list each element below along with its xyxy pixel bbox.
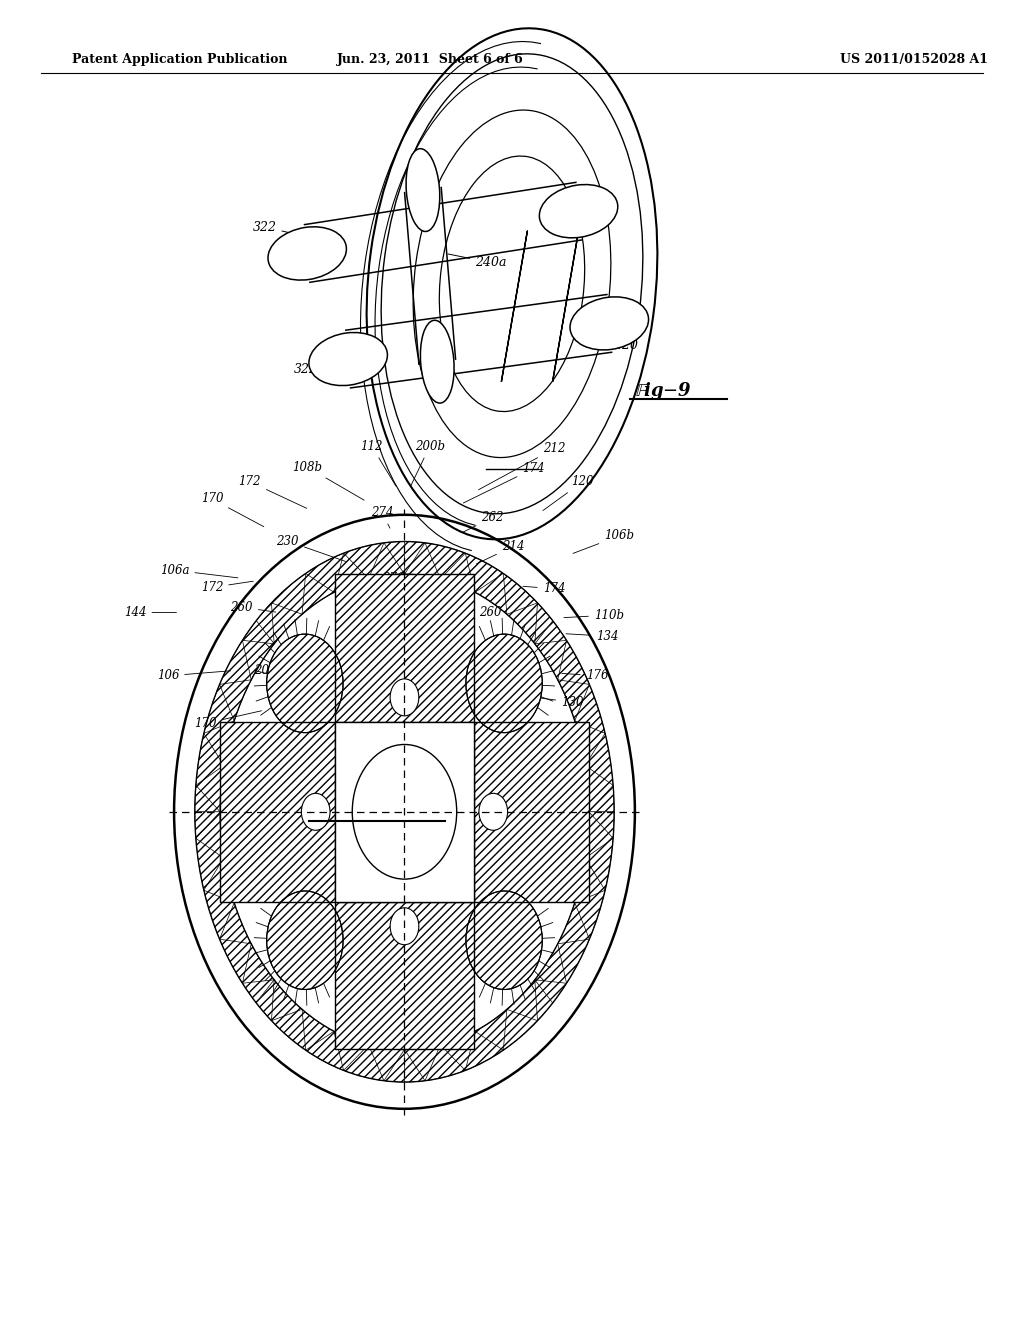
- Circle shape: [479, 793, 508, 830]
- Text: Jun. 23, 2011  Sheet 6 of 6: Jun. 23, 2011 Sheet 6 of 6: [337, 53, 523, 66]
- Text: 322: 322: [253, 220, 319, 240]
- Circle shape: [466, 634, 543, 733]
- Ellipse shape: [407, 149, 439, 231]
- Text: 172: 172: [201, 581, 253, 594]
- Text: 262: 262: [463, 511, 504, 532]
- Circle shape: [466, 891, 543, 990]
- Text: 136: 136: [285, 788, 347, 801]
- Text: 146: 146: [392, 784, 415, 801]
- Text: $\mathbb{F}$ig$-$9: $\mathbb{F}$ig$-$9: [635, 380, 692, 401]
- Bar: [335, 722, 474, 902]
- Polygon shape: [535, 620, 614, 812]
- Text: 110b: 110b: [564, 609, 624, 622]
- Text: 120: 120: [543, 475, 594, 511]
- Polygon shape: [404, 541, 553, 644]
- Circle shape: [266, 891, 343, 990]
- Text: 202: 202: [254, 664, 316, 677]
- Text: 106b: 106b: [573, 529, 634, 553]
- Text: 270: 270: [346, 632, 374, 645]
- Text: 174: 174: [523, 582, 565, 595]
- Polygon shape: [535, 812, 614, 1003]
- Text: 170: 170: [195, 710, 261, 730]
- Circle shape: [266, 634, 343, 733]
- Text: 176: 176: [562, 669, 608, 682]
- Polygon shape: [404, 979, 553, 1082]
- Ellipse shape: [540, 185, 617, 238]
- Bar: [220, 722, 589, 902]
- Ellipse shape: [309, 333, 387, 385]
- Bar: [335, 574, 474, 1049]
- Text: 212: 212: [478, 442, 565, 490]
- Text: 262: 262: [293, 690, 361, 704]
- Text: 134: 134: [566, 630, 618, 643]
- Text: 106a: 106a: [160, 564, 238, 578]
- Polygon shape: [256, 979, 404, 1082]
- Bar: [335, 574, 474, 722]
- Ellipse shape: [570, 297, 648, 350]
- Text: US 2011/0152028 A1: US 2011/0152028 A1: [840, 53, 988, 66]
- Bar: [335, 902, 474, 1049]
- Text: 240a: 240a: [449, 253, 507, 269]
- Text: 210: 210: [443, 783, 478, 799]
- Text: 176: 176: [249, 730, 299, 751]
- Text: 320: 320: [586, 329, 638, 352]
- Text: 230: 230: [276, 535, 345, 561]
- Text: 214: 214: [476, 540, 524, 564]
- Circle shape: [390, 678, 419, 715]
- Circle shape: [390, 908, 419, 945]
- Text: 170: 170: [201, 492, 264, 527]
- Circle shape: [352, 744, 457, 879]
- Text: 260: 260: [462, 606, 502, 619]
- Text: 322: 322: [294, 354, 353, 376]
- Text: 276: 276: [382, 572, 404, 585]
- Text: 232: 232: [464, 669, 504, 682]
- Text: 260: 260: [230, 601, 275, 614]
- Text: 174: 174: [463, 462, 545, 503]
- Text: 172: 172: [239, 475, 307, 508]
- Polygon shape: [195, 812, 274, 1003]
- Text: 272: 272: [354, 611, 377, 624]
- Ellipse shape: [268, 227, 346, 280]
- Bar: [474, 722, 589, 902]
- Circle shape: [301, 793, 330, 830]
- Text: Patent Application Publication: Patent Application Publication: [72, 53, 287, 66]
- Text: $\mathbb{F}$ig$-$10: $\mathbb{F}$ig$-$10: [315, 803, 385, 824]
- Text: 144: 144: [124, 606, 176, 619]
- Ellipse shape: [421, 321, 454, 403]
- Text: 130: 130: [536, 696, 584, 709]
- Text: 108a: 108a: [451, 754, 501, 775]
- Text: 108b: 108b: [293, 461, 365, 500]
- Bar: [220, 722, 335, 902]
- Text: 200b: 200b: [411, 440, 444, 486]
- Text: 112: 112: [360, 440, 396, 486]
- Polygon shape: [195, 620, 274, 812]
- Text: 106: 106: [157, 669, 230, 682]
- Polygon shape: [256, 541, 404, 644]
- Text: 108: 108: [252, 752, 323, 772]
- Text: 274: 274: [371, 506, 393, 528]
